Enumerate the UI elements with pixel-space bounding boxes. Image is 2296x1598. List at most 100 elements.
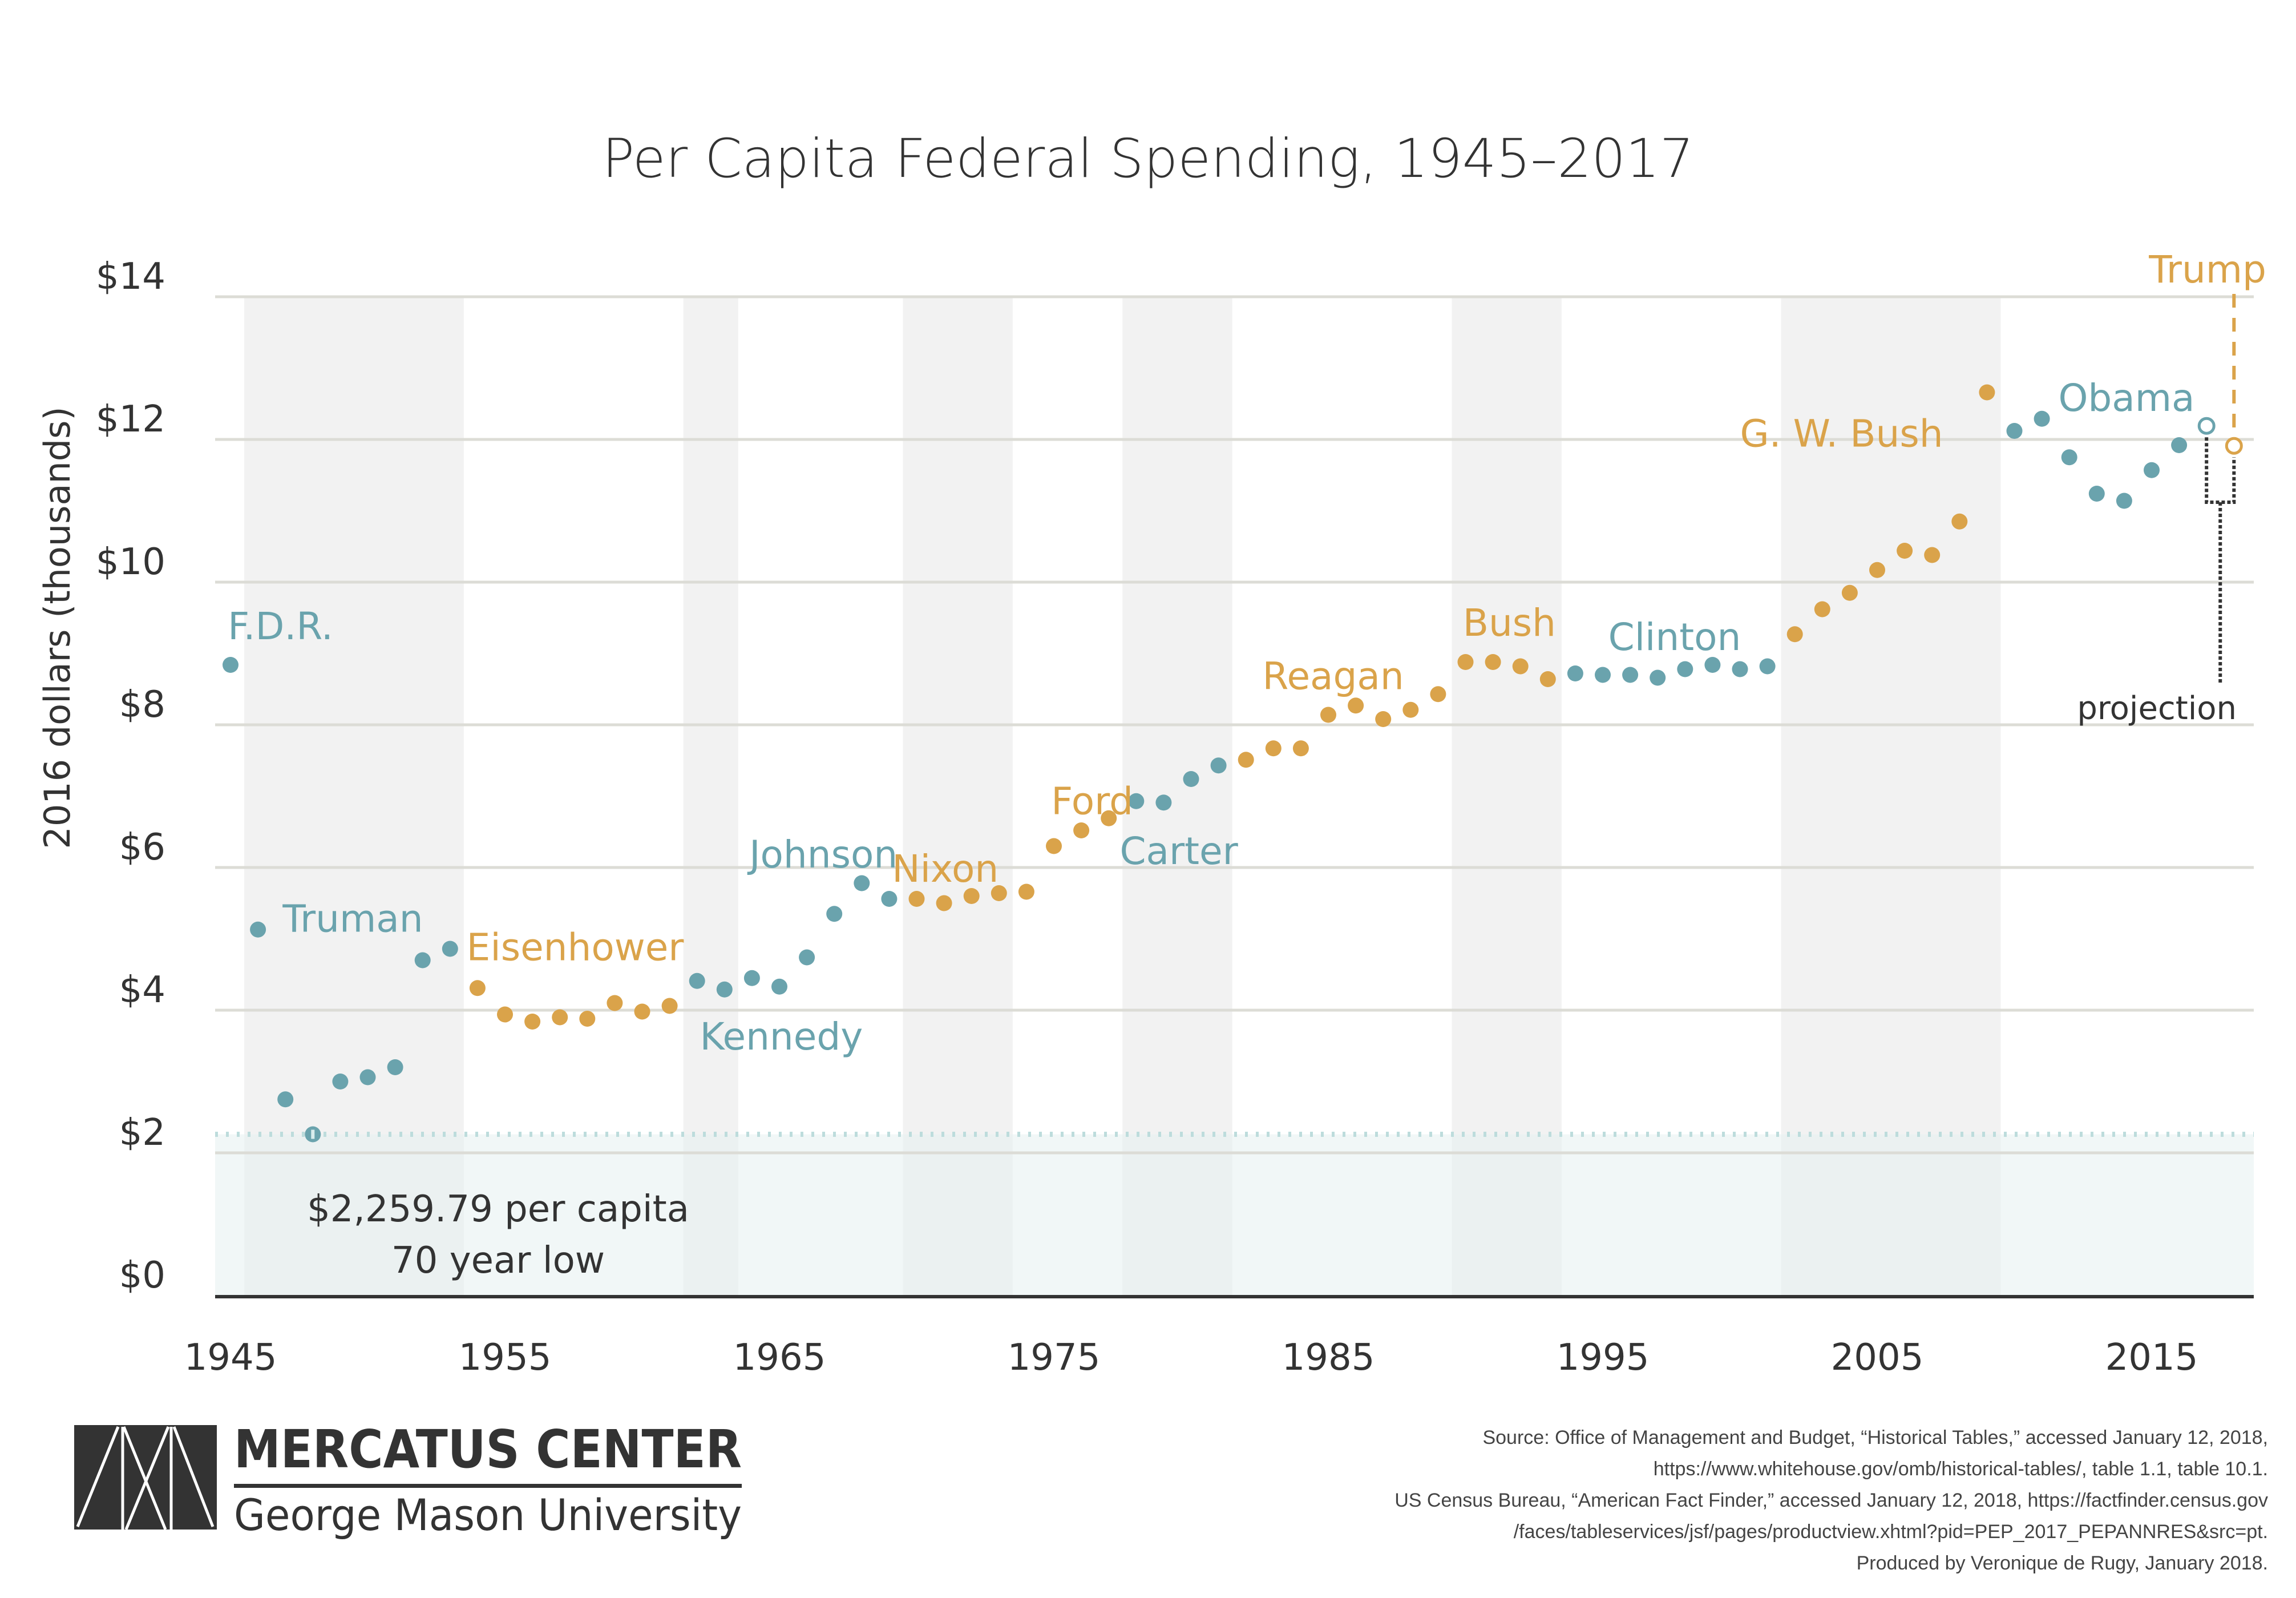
- data-point: [936, 895, 952, 911]
- chart-title: Per Capita Federal Spending, 1945–2017: [602, 128, 1693, 190]
- president-label: Bush: [1463, 601, 1556, 645]
- data-point: [1073, 822, 1090, 838]
- president-label: Carter: [1119, 829, 1238, 873]
- data-point: [1841, 584, 1858, 601]
- president-label: Truman: [282, 897, 423, 941]
- data-point: [634, 1003, 650, 1020]
- y-tick-labels: $0 $2 $4 $6 $8 $10 $12 $14: [96, 256, 165, 1297]
- data-point: [1375, 711, 1392, 727]
- y-tick-label: $10: [96, 541, 165, 583]
- data-point: [524, 1014, 541, 1030]
- data-point: [277, 1091, 294, 1108]
- logo-divider: [234, 1484, 742, 1488]
- data-point: [1512, 658, 1529, 675]
- y-tick-label: $6: [119, 826, 165, 869]
- data-point: [881, 891, 898, 907]
- president-label: F.D.R.: [228, 604, 333, 648]
- logo-title: MERCATUS CENTER: [234, 1419, 742, 1480]
- low-point-marker: [311, 1129, 315, 1139]
- y-tick-label: $2: [119, 1112, 165, 1154]
- data-point: [2171, 437, 2188, 453]
- president-label: Nixon: [892, 847, 999, 891]
- projection-bracket: [2205, 437, 2236, 504]
- data-point: [1128, 793, 1145, 809]
- data-point: [908, 891, 925, 907]
- source-line: Source: Office of Management and Budget,…: [1482, 1427, 2268, 1448]
- data-point: [1704, 657, 1721, 673]
- data-point: [469, 980, 486, 996]
- president-label: Trump: [2148, 248, 2266, 292]
- data-point: [1210, 757, 1227, 774]
- data-point: [1265, 740, 1282, 757]
- data-points: [223, 384, 2243, 1143]
- data-point: [387, 1059, 403, 1075]
- data-point: [799, 949, 815, 966]
- data-point: [1595, 667, 1611, 683]
- x-tick-label: 2015: [2105, 1337, 2198, 1379]
- data-point: [359, 1069, 376, 1085]
- data-point: [332, 1074, 349, 1089]
- data-point: [1183, 771, 1199, 787]
- data-point: [1430, 686, 1446, 703]
- data-point: [607, 995, 623, 1011]
- president-label: Obama: [2058, 376, 2194, 420]
- x-tick-label: 1975: [1008, 1337, 1101, 1379]
- data-point: [1979, 384, 1995, 401]
- source-line: https://www.whitehouse.gov/omb/historica…: [1654, 1458, 2268, 1480]
- low-region: [215, 1134, 2254, 1296]
- y-axis-label: 2016 dollars (thousands): [37, 406, 78, 849]
- data-point: [771, 978, 787, 995]
- data-point: [552, 1009, 568, 1026]
- data-point: [2088, 486, 2105, 502]
- data-point: [1650, 669, 1666, 686]
- y-tick-label: $4: [119, 969, 165, 1011]
- data-point: [716, 981, 733, 998]
- data-point: [1292, 740, 1309, 757]
- term-band: [1781, 297, 2001, 1296]
- x-tick-label: 1945: [184, 1337, 277, 1379]
- projection-brackets: [2205, 294, 2236, 685]
- data-point: [1320, 707, 1336, 723]
- gridlines: [215, 295, 2254, 1155]
- data-point: [414, 952, 431, 969]
- term-band: [1452, 297, 1562, 1296]
- data-point: [2116, 493, 2132, 509]
- data-point: [2061, 449, 2077, 466]
- data-point: [1677, 661, 1693, 677]
- data-point: [1622, 667, 1639, 683]
- source-line: Produced by Veronique de Rugy, January 2…: [1857, 1552, 2268, 1574]
- data-point: [1567, 665, 1583, 681]
- y-tick-label: $14: [96, 256, 165, 298]
- data-point: [661, 998, 678, 1014]
- logo-mark-icon: [74, 1425, 217, 1530]
- data-point: [497, 1006, 513, 1023]
- president-labels: F.D.R. Truman Eisenhower Kennedy JohnsonNixo…: [228, 248, 2266, 1059]
- data-point: [2006, 423, 2023, 439]
- x-tick-label: 1965: [733, 1337, 826, 1379]
- data-point: [1759, 658, 1776, 675]
- data-point: [854, 875, 870, 891]
- data-point: [991, 885, 1007, 901]
- x-tick-labels: 1945 1955 1965 1975 1985 1995 2005 2015: [184, 1337, 2198, 1379]
- data-point: [223, 657, 239, 673]
- data-point: [1539, 671, 1556, 687]
- term-band: [903, 297, 1013, 1296]
- data-point: [579, 1011, 596, 1027]
- data-point: [1897, 543, 1913, 559]
- term-band: [683, 297, 738, 1296]
- data-point: [1101, 810, 1117, 826]
- projection-point: [2197, 417, 2216, 435]
- term-band: [244, 297, 464, 1296]
- data-point: [1457, 654, 1474, 670]
- source-line: US Census Bureau, “American Fact Finder,…: [1394, 1490, 2268, 1511]
- president-label: Reagan: [1263, 655, 1404, 699]
- data-point: [963, 888, 980, 904]
- low-region-fill: [215, 1134, 2254, 1296]
- x-tick-label: 1985: [1282, 1337, 1375, 1379]
- data-point: [1732, 661, 1748, 677]
- low-annotation-line1: $2,259.79 per capita: [307, 1188, 689, 1230]
- data-point: [1485, 654, 1501, 670]
- data-point: [1046, 838, 1062, 854]
- data-point: [1786, 626, 1803, 643]
